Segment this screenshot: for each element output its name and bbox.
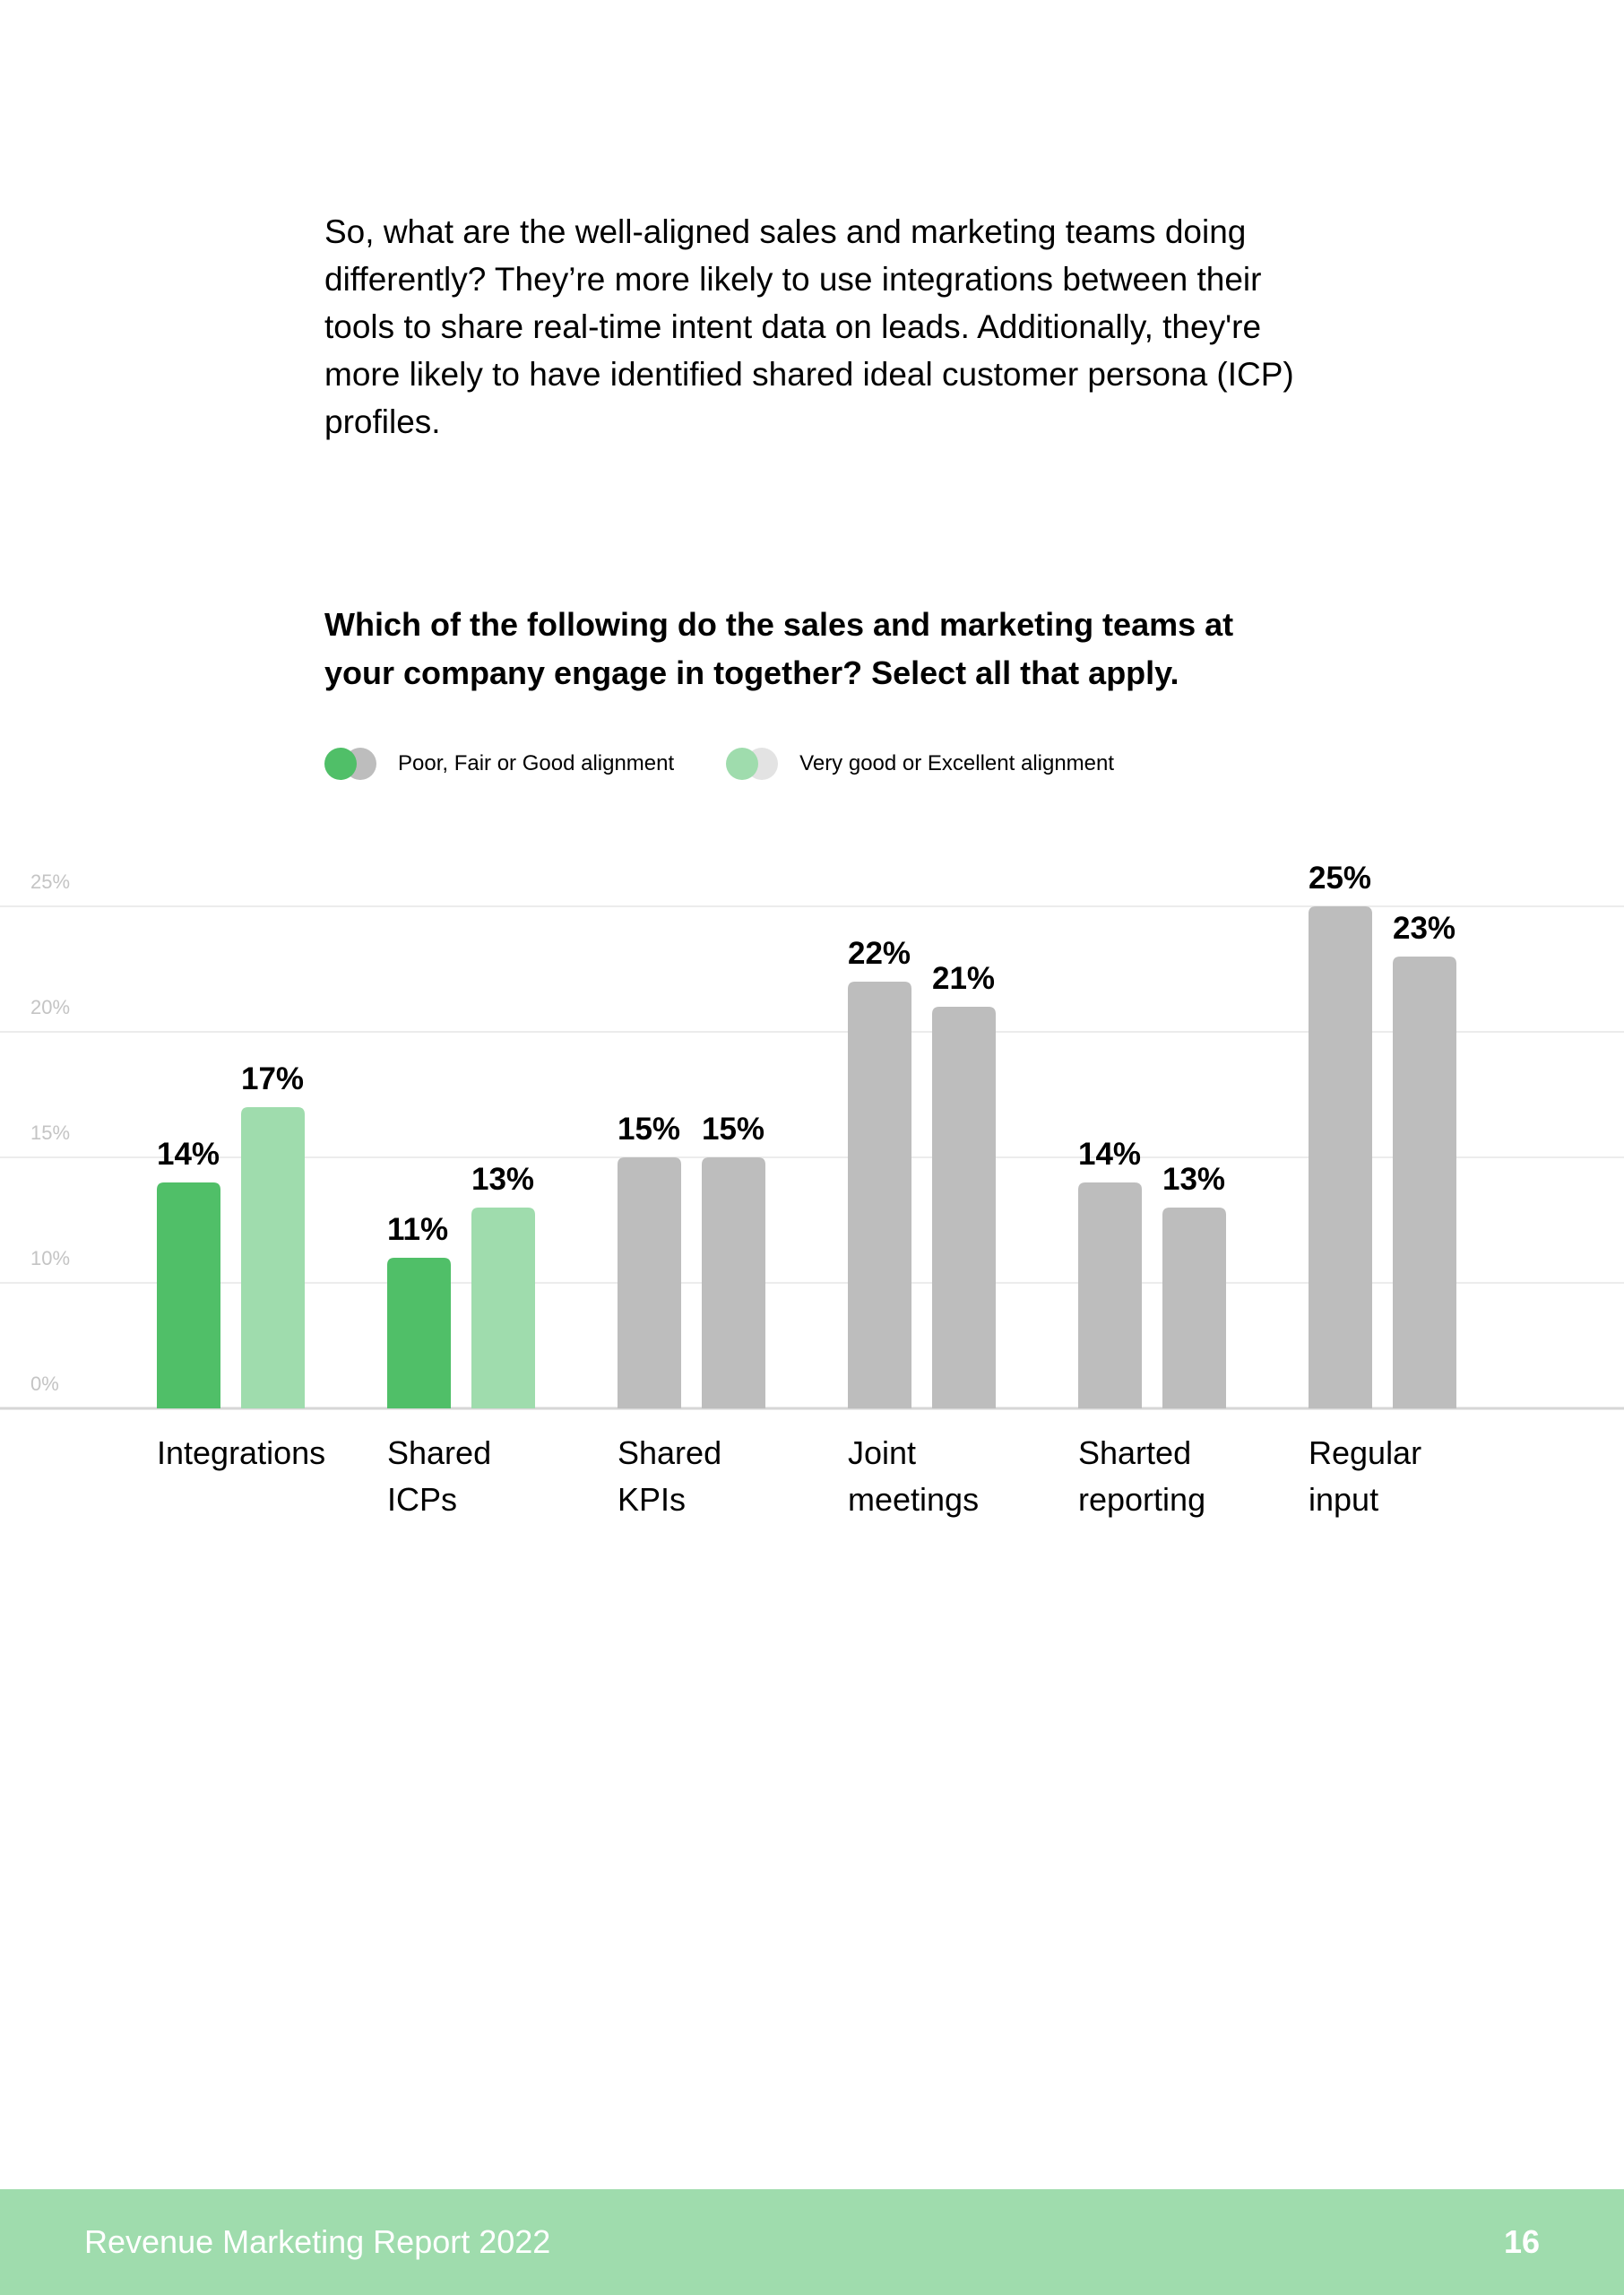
category-label: Joint [848, 1434, 916, 1471]
bar-value-label: 15% [618, 1112, 680, 1147]
intro-paragraph: So, what are the well-aligned sales and … [324, 213, 1294, 440]
bar-value-label: 13% [471, 1162, 534, 1197]
category-label: Shared [387, 1434, 491, 1471]
bar-value-label: 15% [702, 1112, 764, 1147]
bar-value-label: 13% [1162, 1162, 1225, 1197]
bar [387, 1258, 451, 1408]
legend-swatch-icon [726, 746, 780, 782]
bar-chart: 0% 10% 15% 20% 25% 14% 17% Integrations 11% 13% Sh… [0, 861, 1624, 1518]
legend-dot-green [324, 748, 357, 780]
chart-title: Which of the following do the sales and … [324, 606, 1234, 691]
page-number: 16 [1503, 2223, 1540, 2260]
y-tick-label: 20% [30, 996, 70, 1018]
y-tick-label: 0% [30, 1373, 59, 1395]
bar [1393, 957, 1456, 1408]
chart-legend: Poor, Fair or Good alignment Very good o… [324, 746, 1166, 782]
category-label: input [1309, 1481, 1378, 1518]
legend-item-very-good-excellent: Very good or Excellent alignment [726, 746, 1114, 782]
legend-swatch-icon [324, 746, 378, 782]
y-tick-label: 15% [30, 1122, 70, 1144]
category-label: Regular [1309, 1434, 1421, 1471]
bar-value-label: 25% [1309, 861, 1371, 896]
footer-bar: Revenue Marketing Report 2022 16 [0, 2189, 1624, 2295]
category-label: Shared [618, 1434, 721, 1471]
category-label: reporting [1078, 1481, 1205, 1518]
bar [471, 1208, 535, 1408]
category-label: Integrations [157, 1434, 325, 1471]
legend-label: Poor, Fair or Good alignment [398, 751, 675, 775]
bar-value-label: 17% [241, 1061, 304, 1096]
category-label: meetings [848, 1481, 979, 1518]
bar [241, 1107, 305, 1408]
y-tick-label: 10% [30, 1247, 70, 1269]
bar-value-label: 23% [1393, 911, 1456, 946]
bar [1309, 906, 1372, 1408]
bar [157, 1182, 220, 1408]
bar [702, 1157, 765, 1408]
y-tick-label: 25% [30, 870, 70, 893]
bar-value-label: 22% [848, 936, 911, 971]
category-label: Sharted [1078, 1434, 1191, 1471]
bar [1162, 1208, 1226, 1408]
category-label: ICPs [387, 1481, 457, 1518]
category-label: KPIs [618, 1481, 686, 1518]
legend-dot-green [726, 748, 759, 780]
bar [848, 982, 911, 1408]
bar-value-label: 21% [932, 961, 995, 996]
bar-value-label: 11% [387, 1212, 448, 1247]
bar [618, 1157, 681, 1408]
bar-value-label: 14% [157, 1137, 220, 1172]
legend-label: Very good or Excellent alignment [799, 751, 1115, 775]
legend-item-poor-fair-good: Poor, Fair or Good alignment [324, 746, 674, 782]
bar [1078, 1182, 1142, 1408]
bar-value-label: 14% [1078, 1137, 1141, 1172]
bar [932, 1007, 996, 1408]
footer-title: Revenue Marketing Report 2022 [84, 2223, 551, 2260]
